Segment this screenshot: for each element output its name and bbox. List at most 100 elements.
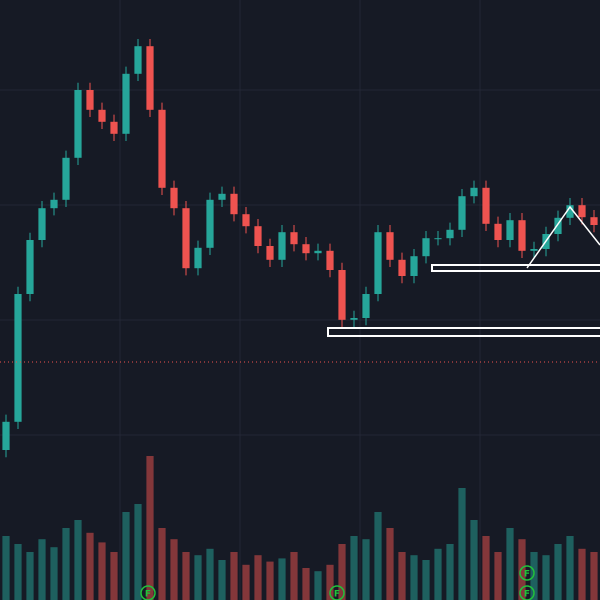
candle-body [290, 232, 298, 245]
candle-body [518, 220, 526, 251]
candle-body [326, 250, 334, 270]
candle-body [122, 73, 130, 134]
candle-body [482, 187, 490, 224]
volume-bar [482, 536, 490, 600]
volume-bar [122, 512, 130, 600]
candle-body [38, 208, 46, 240]
candle-body [494, 223, 502, 240]
candle-body [566, 205, 574, 218]
volume-bar [350, 536, 358, 600]
volume-bar [434, 548, 442, 600]
candle-body [338, 270, 346, 320]
volume-bar [182, 552, 190, 600]
volume-bar [110, 552, 118, 600]
candle-body [302, 244, 310, 254]
volume-bar [578, 548, 586, 600]
candle-body [266, 246, 274, 260]
marker-label: F [334, 590, 340, 600]
candle-body [62, 157, 70, 200]
candle-body [554, 217, 562, 234]
volume-bar [62, 528, 70, 600]
candle-body [350, 318, 358, 320]
volume-bar [314, 571, 322, 600]
volume-bar [506, 528, 514, 600]
volume-bar [386, 528, 394, 600]
marker-label: F [524, 570, 530, 580]
event-marker: F [519, 565, 535, 581]
volume-bar [38, 539, 46, 600]
volume-bar [590, 552, 598, 600]
volume-bar [206, 548, 214, 600]
volume-bar [86, 532, 94, 600]
volume-bar [374, 512, 382, 600]
volume-bar [242, 564, 250, 600]
support-zone [431, 264, 600, 272]
candle-body [74, 90, 82, 158]
volume-bar [542, 555, 550, 600]
volume-bar [446, 544, 454, 600]
volume-bar [398, 552, 406, 600]
candle-body [314, 250, 322, 254]
volume-bar [518, 539, 526, 600]
candle-body [410, 256, 418, 276]
candle-body [446, 229, 454, 239]
volume-bar [266, 561, 274, 600]
candle-body [590, 217, 598, 225]
candle-layer [2, 39, 598, 458]
candle-body [230, 193, 238, 215]
candle-body [506, 220, 514, 240]
volume-bar [326, 564, 334, 600]
candle-body [86, 90, 94, 110]
marker-label: F [524, 590, 530, 600]
volume-bar [278, 558, 286, 600]
candle-body [458, 196, 466, 230]
candle-body [530, 249, 538, 251]
volume-bar [470, 520, 478, 600]
volume-bar [422, 560, 430, 600]
volume-bar [218, 560, 226, 600]
candle-body [362, 294, 370, 318]
volume-bar [410, 555, 418, 600]
volume-bar [158, 528, 166, 600]
volume-bar [554, 544, 562, 600]
volume-bar [98, 542, 106, 600]
candle-body [386, 232, 394, 260]
volume-bar [2, 536, 10, 600]
candle-body [110, 121, 118, 134]
candle-body [170, 187, 178, 209]
volume-bar [494, 552, 502, 600]
volume-bar [26, 552, 34, 600]
volume-bar [74, 520, 82, 600]
volume-bar [290, 552, 298, 600]
candle-body [254, 226, 262, 246]
candle-body [218, 193, 226, 200]
volume-bar [134, 504, 142, 600]
candle-body [470, 187, 478, 197]
candle-body [278, 232, 286, 260]
event-marker: F [329, 585, 345, 600]
volume-bar [338, 544, 346, 600]
candle-body [2, 421, 10, 450]
volume-bar [170, 539, 178, 600]
candle-body [434, 238, 442, 240]
candle-body [50, 199, 58, 209]
event-marker: F [519, 585, 535, 600]
volume-bar [146, 456, 154, 600]
volume-bar [362, 539, 370, 600]
volume-bar [458, 488, 466, 600]
candle-body [398, 259, 406, 276]
candle-body [134, 46, 142, 74]
volume-bar [14, 544, 22, 600]
marker-label: F [145, 590, 151, 600]
candle-body [98, 109, 106, 122]
candle-body [146, 46, 154, 110]
candle-body [374, 232, 382, 294]
volume-bar [566, 536, 574, 600]
candle-body [26, 240, 34, 294]
pattern-line [526, 205, 600, 269]
candle-body [182, 208, 190, 269]
candle-body [206, 199, 214, 248]
